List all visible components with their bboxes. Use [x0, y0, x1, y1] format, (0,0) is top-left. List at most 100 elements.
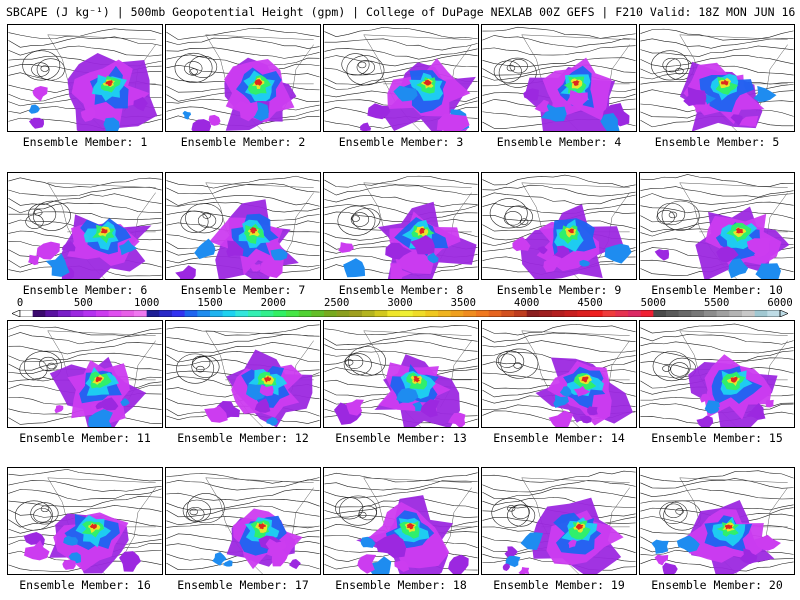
colorbar-swatch — [70, 310, 84, 317]
ensemble-panel-11 — [7, 320, 163, 428]
cape-shading — [204, 349, 313, 427]
colorbar-swatch — [476, 310, 489, 317]
colorbar-swatch — [754, 310, 768, 317]
cape-shading — [651, 499, 781, 574]
map-11 — [8, 325, 162, 427]
cape-shading — [49, 356, 147, 427]
panel-label-16: Ensemble Member: 16 — [19, 578, 151, 592]
colorbar-swatch — [678, 310, 692, 317]
ensemble-panel-14 — [481, 320, 637, 428]
cape-shading — [679, 61, 777, 131]
colorbar-swatch — [488, 310, 502, 317]
colorbar-swatch — [666, 310, 679, 317]
ensemble-panel-15 — [639, 320, 795, 428]
colorbar-swatch — [628, 310, 641, 317]
ensemble-panel-2 — [165, 24, 321, 132]
cape-shading — [535, 357, 634, 427]
panel-label-17: Ensemble Member: 17 — [177, 578, 309, 592]
colorbar-swatch — [324, 310, 337, 317]
colorbar-swatch — [134, 310, 147, 317]
ensemble-panel-16 — [7, 467, 163, 575]
ensemble-panel-1 — [7, 24, 163, 132]
panel-label-1: Ensemble Member: 1 — [22, 135, 148, 149]
map-7 — [166, 175, 320, 279]
cape-shading — [175, 199, 299, 279]
colorbar-tick-label: 1500 — [197, 297, 223, 309]
map-14 — [482, 323, 636, 427]
colorbar-swatch — [501, 310, 515, 317]
figure-title: SBCAPE (J kg⁻¹) | 500mb Geopotential Hei… — [6, 5, 800, 19]
ensemble-panel-17 — [165, 467, 321, 575]
colorbar-tick-label: 3500 — [450, 297, 476, 309]
cape-shading — [333, 354, 466, 427]
ensemble-panel-20 — [639, 467, 795, 575]
cape-shading — [654, 206, 790, 279]
colorbar-swatch — [438, 310, 451, 317]
colorbar-tick-label: 3000 — [387, 297, 413, 309]
colorbar-swatch — [564, 310, 578, 317]
colorbar-swatch — [286, 310, 299, 317]
height-contours — [166, 175, 320, 276]
colorbar-swatch — [248, 310, 261, 317]
colorbar-swatch — [640, 310, 654, 317]
panel-label-8: Ensemble Member: 8 — [338, 283, 464, 297]
ensemble-panel-18 — [323, 467, 479, 575]
panel-label-2: Ensemble Member: 2 — [180, 135, 306, 149]
colorbar-swatch — [729, 310, 743, 317]
colorbar-swatch — [83, 310, 97, 317]
colorbar-tick-label: 5000 — [640, 297, 666, 309]
colorbar-swatch — [96, 310, 109, 317]
map-19 — [482, 470, 636, 574]
ensemble-panel-12 — [165, 320, 321, 428]
colorbar-swatch — [298, 310, 312, 317]
map-9 — [482, 174, 636, 279]
colorbar-swatch — [400, 310, 413, 317]
ensemble-panel-5 — [639, 24, 795, 132]
panel-label-7: Ensemble Member: 7 — [180, 283, 306, 297]
colorbar-swatch — [374, 310, 388, 317]
ensemble-panel-4 — [481, 24, 637, 132]
colorbar-swatch — [362, 310, 375, 317]
colorbar-swatch — [108, 310, 122, 317]
cape-shading — [502, 497, 624, 574]
colorbar-swatch — [463, 310, 477, 317]
colorbar-tick-label: 2000 — [260, 297, 286, 309]
colorbar-tick-label: 5500 — [704, 297, 730, 309]
ensemble-panel-9 — [481, 172, 637, 280]
cape-shading — [523, 57, 630, 131]
panel-label-11: Ensemble Member: 11 — [19, 431, 151, 445]
colorbar-swatch — [184, 310, 198, 317]
colorbar-swatch — [602, 310, 616, 317]
colorbar-swatch — [577, 310, 591, 317]
colorbar-swatch — [146, 310, 160, 317]
panel-label-10: Ensemble Member: 10 — [651, 283, 783, 297]
panel-label-18: Ensemble Member: 18 — [335, 578, 467, 592]
cape-shading — [182, 57, 297, 131]
map-4 — [482, 26, 636, 131]
colorbar-swatch — [222, 310, 236, 317]
ensemble-panel-3 — [323, 24, 479, 132]
panel-label-20: Ensemble Member: 20 — [651, 578, 783, 592]
map-13 — [324, 325, 478, 427]
colorbar-tick-label: 4000 — [514, 297, 540, 309]
cape-shading — [28, 52, 158, 131]
colorbar-swatch — [716, 310, 730, 317]
colorbar-max-arrow — [779, 310, 788, 317]
panel-label-19: Ensemble Member: 19 — [493, 578, 625, 592]
colorbar — [12, 310, 788, 317]
ensemble-panel-10 — [639, 172, 795, 280]
colorbar-tick-label: 4500 — [577, 297, 603, 309]
map-17 — [166, 473, 320, 574]
map-10 — [640, 174, 794, 279]
map-1 — [8, 28, 162, 131]
colorbar-swatch — [349, 310, 363, 317]
colorbar-swatch — [552, 310, 565, 317]
colorbar-swatch — [273, 310, 287, 317]
colorbar-swatch — [412, 310, 426, 317]
colorbar-swatch — [197, 310, 211, 317]
colorbar-swatch — [653, 310, 667, 317]
colorbar-swatch — [691, 310, 705, 317]
cape-shading — [356, 495, 469, 574]
colorbar-swatch — [387, 310, 401, 317]
colorbar-swatch — [615, 310, 629, 317]
